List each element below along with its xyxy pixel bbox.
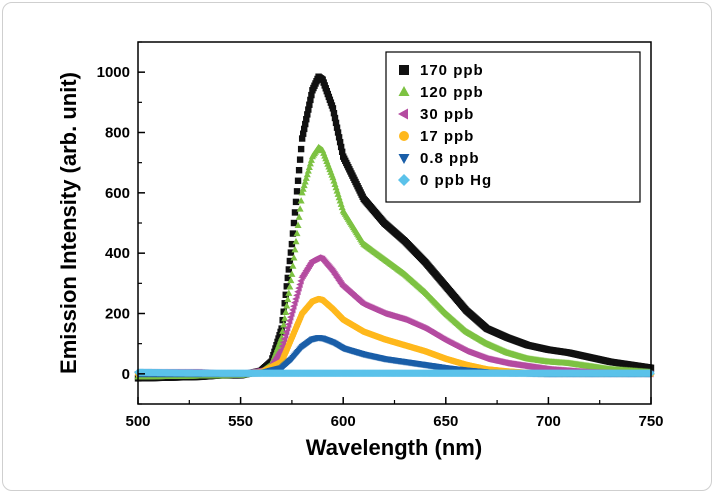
data-point [300, 181, 308, 189]
series-layer [134, 73, 655, 382]
data-point [284, 295, 292, 303]
legend-label: 0 ppb Hg [420, 172, 492, 189]
data-point [334, 129, 342, 136]
data-point [338, 148, 346, 156]
y-tick-label: 800 [105, 125, 130, 142]
legend-marker [398, 86, 410, 96]
data-point [294, 221, 302, 228]
legend-marker [398, 174, 410, 186]
legend-label: 30 ppb [420, 106, 474, 123]
y-tick-label: 1000 [97, 64, 130, 81]
legend-marker [399, 65, 409, 75]
data-point [297, 145, 305, 153]
x-tick-label: 750 [638, 413, 663, 430]
data-point [306, 160, 314, 167]
data-point [302, 120, 309, 128]
y-tick-label: 0 [122, 366, 130, 383]
data-point [306, 101, 313, 108]
data-point [337, 143, 345, 151]
data-point [330, 109, 338, 117]
legend-label: 170 ppb [420, 62, 484, 79]
x-tick-label: 650 [433, 413, 458, 430]
data-point [295, 167, 303, 174]
data-point [303, 116, 310, 123]
data-point [280, 321, 288, 328]
data-point [289, 262, 297, 269]
legend-label: 17 ppb [420, 128, 474, 145]
x-axis-title: Wavelength (nm) [306, 435, 482, 460]
data-point [294, 177, 302, 184]
data-point [286, 283, 294, 290]
data-point [299, 130, 307, 137]
y-tick-label: 600 [105, 185, 130, 202]
data-point [285, 289, 293, 296]
x-tick-label: 700 [536, 413, 561, 430]
data-point [336, 138, 344, 146]
data-point [299, 185, 307, 192]
data-point [296, 205, 304, 212]
data-point [292, 198, 300, 206]
data-point [302, 174, 310, 181]
y-tick-label: 200 [105, 306, 130, 323]
data-point [333, 124, 341, 131]
data-point [293, 229, 301, 237]
data-point [297, 197, 305, 204]
data-point [287, 276, 295, 284]
y-axis-title: Emission Intensity (arb. unit) [56, 72, 81, 374]
data-point [292, 237, 300, 245]
legend-marker [398, 108, 408, 120]
data-point [295, 213, 303, 220]
legend-marker [399, 131, 409, 141]
data-point [307, 156, 315, 163]
x-tick-label: 600 [331, 413, 356, 430]
x-tick-label: 550 [228, 413, 253, 430]
data-point [293, 188, 301, 195]
data-point [332, 119, 340, 127]
data-point [291, 209, 299, 216]
data-point [288, 270, 296, 277]
data-point [296, 156, 304, 163]
data-point [308, 91, 315, 99]
axes-layer: 500 550 600 650 700 750 0 200 400 600 800 1000 [97, 41, 664, 430]
data-point [307, 96, 314, 104]
data-point [329, 105, 337, 112]
legend-marker [398, 154, 410, 164]
data-point [282, 308, 290, 315]
legend: 170 ppb 120 ppb 30 ppb 17 ppb 0.8 ppb 0 ppb H… [385, 51, 641, 203]
data-point [331, 114, 339, 122]
data-point [290, 254, 298, 261]
data-point [298, 135, 306, 142]
data-point [301, 178, 309, 185]
data-point [304, 111, 311, 118]
data-point [305, 163, 313, 171]
y-tick-label: 400 [105, 245, 130, 262]
data-point [305, 106, 312, 113]
series-0-ppb-hg [134, 368, 655, 378]
data-point [290, 219, 298, 227]
legend-label: 120 ppb [420, 84, 484, 101]
data-point [281, 314, 289, 322]
data-point [335, 134, 343, 141]
data-point [303, 170, 311, 178]
data-point [304, 167, 312, 174]
data-point [283, 302, 291, 309]
legend-label: 0.8 ppb [420, 150, 480, 167]
legend-box [385, 51, 641, 203]
data-point [298, 188, 306, 196]
series-120-ppb [134, 143, 655, 380]
data-point [291, 246, 299, 253]
x-tick-label: 500 [125, 413, 150, 430]
data-point [301, 125, 308, 133]
